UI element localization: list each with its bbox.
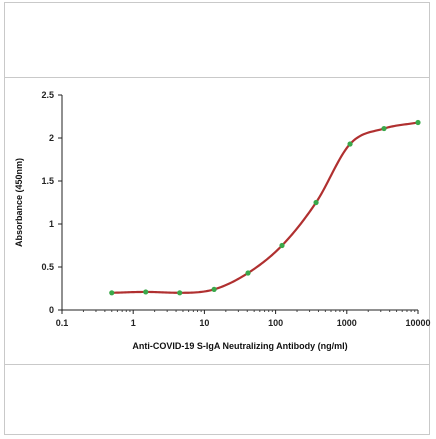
y-axis-title: Absorbance (450nm) [14, 158, 24, 247]
x-tick-label: 1000 [337, 318, 357, 328]
data-point [415, 119, 421, 126]
x-axis-ticks: 0.1 1 10 100 1000 10000 [56, 310, 431, 328]
data-point [381, 125, 387, 132]
y-tick-label: 2 [49, 133, 54, 143]
data-point [211, 286, 217, 292]
x-tick-label: 10 [199, 318, 209, 328]
y-tick-label: 2.5 [41, 90, 54, 100]
data-point [279, 242, 285, 249]
x-axis-title: Anti-COVID-19 S-IgA Neutralizing Antibod… [132, 341, 347, 351]
x-tick-label: 100 [268, 318, 283, 328]
data-point [177, 290, 183, 296]
data-point [143, 289, 149, 295]
data-point [109, 290, 115, 296]
axes [61, 95, 418, 311]
fitted-curve [111, 121, 419, 294]
x-tick-label: 0.1 [56, 318, 69, 328]
data-points [109, 119, 421, 296]
frame-bottom-divider [4, 364, 430, 365]
y-tick-label: 1 [49, 219, 54, 229]
data-point [313, 199, 319, 206]
data-point [245, 270, 251, 276]
y-axis-ticks: 0 0.5 1 1.5 2 2.5 [41, 90, 62, 315]
data-point [347, 141, 353, 147]
y-tick-label: 0.5 [41, 262, 54, 272]
figure-frame [4, 2, 430, 435]
x-tick-label: 1 [131, 318, 136, 328]
frame-top-divider [4, 77, 430, 78]
y-tick-label: 1.5 [41, 176, 54, 186]
x-tick-label: 10000 [405, 318, 430, 328]
y-tick-label: 0 [49, 305, 54, 315]
